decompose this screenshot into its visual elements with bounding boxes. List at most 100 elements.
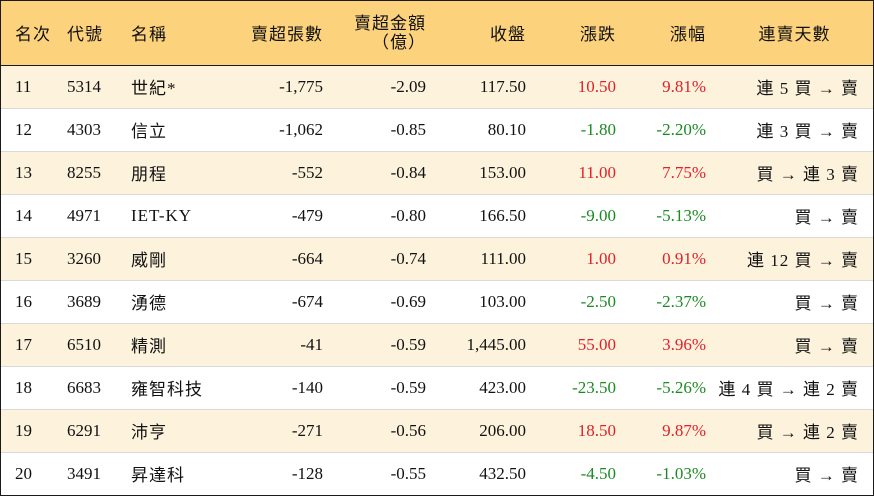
cell-rank: 15 bbox=[15, 248, 32, 268]
cell-code: 8255 bbox=[67, 162, 101, 182]
cell-close: 423.00 bbox=[479, 377, 526, 397]
header-close[interactable]: 收盤 bbox=[490, 25, 526, 45]
cell-code: 6291 bbox=[67, 420, 101, 440]
cell-close: 432.50 bbox=[479, 463, 526, 483]
cell-sell-shares: -271 bbox=[291, 420, 323, 440]
cell-name: 昇達科 bbox=[131, 466, 185, 486]
cell-change: -1.80 bbox=[580, 119, 616, 139]
cell-name: 威剛 bbox=[131, 251, 167, 270]
cell-rank: 17 bbox=[15, 334, 32, 354]
cell-change: -9.00 bbox=[580, 205, 616, 225]
cell-sell-shares: -674 bbox=[291, 291, 323, 311]
cell-sell-amount: -0.85 bbox=[390, 119, 426, 139]
cell-name: 精測 bbox=[131, 337, 167, 356]
table-row[interactable]: 20 3491 昇達科 -128 -0.55 432.50 -4.50 -1.03% 買 → 賣 bbox=[1, 452, 873, 495]
cell-change: -23.50 bbox=[572, 377, 616, 397]
cell-sell-amount: -0.69 bbox=[390, 291, 426, 311]
cell-code: 6683 bbox=[67, 377, 101, 397]
header-change-pct[interactable]: 漲幅 bbox=[670, 25, 706, 45]
cell-sell-shares: -1,062 bbox=[279, 119, 323, 139]
table-row[interactable]: 16 3689 湧德 -674 -0.69 103.00 -2.50 -2.37% 買 → 賣 bbox=[1, 280, 873, 323]
cell-change-pct: 9.87% bbox=[662, 420, 706, 440]
cell-sell-shares: -479 bbox=[291, 205, 323, 225]
cell-rank: 19 bbox=[15, 420, 32, 440]
table-row[interactable]: 15 3260 威剛 -664 -0.74 111.00 1.00 0.91% 連 12 買 →… bbox=[1, 237, 873, 280]
cell-change: 55.00 bbox=[577, 334, 616, 354]
cell-change: 18.50 bbox=[577, 420, 616, 440]
cell-sell-shares: -128 bbox=[291, 463, 323, 483]
table-row[interactable]: 11 5314 世紀* -1,775 -2.09 117.50 10.50 9.81% 連 5 … bbox=[1, 65, 873, 108]
header-rank[interactable]: 名次 bbox=[15, 25, 51, 45]
cell-change: 10.50 bbox=[577, 76, 616, 96]
cell-rank: 12 bbox=[15, 119, 32, 139]
cell-sell-shares: -552 bbox=[291, 162, 323, 182]
cell-code: 4971 bbox=[67, 205, 101, 225]
table-row[interactable]: 13 8255 朋程 -552 -0.84 153.00 11.00 7.75% 買 → 連 3… bbox=[1, 151, 873, 194]
header-sell-amount-line2: （億） bbox=[372, 32, 426, 52]
cell-streak: 連 12 買 → 賣 bbox=[747, 251, 859, 270]
cell-name: 信立 bbox=[131, 122, 167, 141]
table-row[interactable]: 12 4303 信立 -1,062 -0.85 80.10 -1.80 -2.20% 連 3 買… bbox=[1, 108, 873, 151]
cell-sell-amount: -0.56 bbox=[390, 420, 426, 440]
cell-name: 湧德 bbox=[131, 294, 167, 313]
cell-name: 沛亨 bbox=[131, 423, 167, 442]
cell-sell-amount: -0.59 bbox=[390, 334, 426, 354]
cell-close: 206.00 bbox=[479, 420, 526, 440]
header-code[interactable]: 代號 bbox=[67, 25, 103, 45]
table-row[interactable]: 14 4971 IET-KY -479 -0.80 166.50 -9.00 -5.13% 買 … bbox=[1, 194, 873, 237]
cell-streak: 連 4 買 → 連 2 賣 bbox=[718, 380, 859, 399]
cell-close: 166.50 bbox=[479, 205, 526, 225]
cell-change-pct: -5.13% bbox=[656, 205, 706, 225]
cell-streak: 買 → 賣 bbox=[794, 208, 859, 227]
cell-streak: 買 → 連 3 賣 bbox=[756, 165, 859, 184]
cell-name: 世紀* bbox=[131, 79, 177, 98]
cell-rank: 18 bbox=[15, 377, 32, 397]
header-streak[interactable]: 連賣天數 bbox=[758, 25, 831, 45]
cell-rank: 20 bbox=[15, 463, 32, 483]
cell-change-pct: 3.96% bbox=[662, 334, 706, 354]
cell-close: 111.00 bbox=[480, 248, 527, 268]
cell-sell-amount: -0.80 bbox=[390, 205, 426, 225]
cell-streak: 買 → 連 2 賣 bbox=[756, 423, 859, 442]
cell-streak: 買 → 賣 bbox=[794, 337, 859, 356]
table-row[interactable]: 17 6510 精測 -41 -0.59 1,445.00 55.00 3.96% 買 → 賣 bbox=[1, 323, 873, 366]
cell-name: 朋程 bbox=[131, 165, 167, 184]
table-row[interactable]: 19 6291 沛亨 -271 -0.56 206.00 18.50 9.87% 買 → 連 2… bbox=[1, 409, 873, 452]
cell-change-pct: -2.37% bbox=[656, 291, 706, 311]
table-row[interactable]: 18 6683 雍智科技 -140 -0.59 423.00 -23.50 -5.26% 連 4… bbox=[1, 366, 873, 409]
cell-change-pct: -2.20% bbox=[656, 119, 706, 139]
cell-close: 1,445.00 bbox=[466, 334, 527, 354]
cell-code: 3260 bbox=[67, 248, 101, 268]
header-sell-shares[interactable]: 賣超張數 bbox=[251, 25, 323, 45]
cell-sell-shares: -664 bbox=[291, 248, 323, 268]
cell-code: 3689 bbox=[67, 291, 101, 311]
header-change[interactable]: 漲跌 bbox=[580, 25, 616, 45]
cell-rank: 16 bbox=[15, 291, 32, 311]
cell-change-pct: 0.91% bbox=[662, 248, 706, 268]
cell-change: 1.00 bbox=[586, 248, 616, 268]
header-sell-amount-line1: 賣超金額 bbox=[354, 13, 426, 33]
cell-code: 5314 bbox=[67, 76, 101, 96]
cell-streak: 連 3 買 → 賣 bbox=[756, 122, 859, 141]
cell-sell-amount: -0.59 bbox=[390, 377, 426, 397]
cell-sell-shares: -140 bbox=[291, 377, 323, 397]
cell-name: 雍智科技 bbox=[131, 380, 203, 399]
cell-change: -2.50 bbox=[580, 291, 616, 311]
cell-name: IET-KY bbox=[131, 205, 193, 225]
cell-code: 6510 bbox=[67, 334, 101, 354]
cell-code: 4303 bbox=[67, 119, 101, 139]
header-name[interactable]: 名稱 bbox=[131, 25, 167, 45]
cell-change-pct: 7.75% bbox=[662, 162, 706, 182]
cell-sell-shares: -1,775 bbox=[279, 76, 323, 96]
cell-sell-shares: -41 bbox=[300, 334, 323, 354]
cell-streak: 買 → 賣 bbox=[794, 466, 859, 486]
cell-change: 11.00 bbox=[578, 162, 616, 182]
cell-sell-amount: -0.55 bbox=[390, 463, 426, 483]
cell-rank: 11 bbox=[15, 76, 32, 96]
header-sell-amount[interactable]: 賣超金額 （億） bbox=[333, 1, 436, 65]
cell-streak: 連 5 買 → 賣 bbox=[756, 79, 859, 98]
cell-rank: 13 bbox=[15, 162, 32, 182]
cell-sell-amount: -0.74 bbox=[390, 248, 426, 268]
